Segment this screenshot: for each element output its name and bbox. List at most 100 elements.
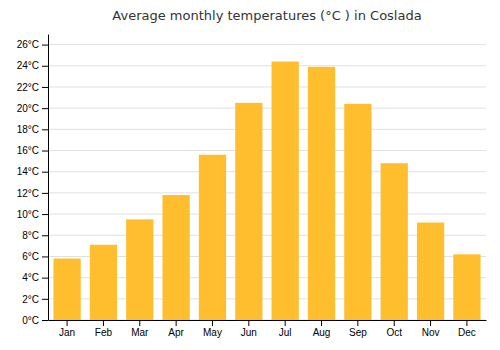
y-tick-mark — [42, 320, 48, 321]
y-tick-mark — [42, 193, 48, 194]
grid-line — [48, 171, 486, 172]
grid-line — [48, 44, 486, 45]
bar — [199, 155, 226, 320]
y-tick: 4°C — [22, 272, 48, 283]
x-tick-mark — [321, 320, 322, 326]
x-tick: Aug — [313, 320, 331, 338]
grid-line — [48, 86, 486, 87]
x-tick-mark — [394, 320, 395, 326]
chart: 0°C 2°C 4°C 6°C 8°C 10°C 12°C 14°C 16°C 18°C 20°C 2… — [0, 0, 500, 350]
y-axis: 0°C 2°C 4°C 6°C 8°C 10°C 12°C 14°C 16°C 18°C 20°C 2… — [17, 35, 49, 326]
y-tick-label: 18°C — [17, 124, 39, 135]
x-tick-mark — [212, 320, 213, 326]
y-tick-mark — [42, 214, 48, 215]
y-tick-label: 20°C — [17, 103, 39, 114]
grid-line — [48, 150, 486, 151]
grid-line — [48, 214, 486, 215]
grid-line — [48, 129, 486, 130]
x-tick: Jul — [279, 320, 292, 338]
y-tick-label: 16°C — [17, 145, 39, 156]
y-tick-mark — [42, 108, 48, 109]
x-axis-line — [49, 320, 487, 321]
x-tick-mark — [139, 320, 140, 326]
y-axis-line — [48, 35, 49, 321]
x-tick-mark — [466, 320, 467, 326]
y-tick-label: 14°C — [17, 166, 39, 177]
y-tick-mark — [42, 87, 48, 88]
y-tick: 12°C — [17, 188, 48, 199]
x-tick: Jan — [59, 320, 75, 338]
y-tick-label: 2°C — [22, 294, 39, 305]
y-tick-mark — [42, 172, 48, 173]
bar — [308, 67, 335, 320]
x-tick: Sep — [349, 320, 367, 338]
bar — [90, 245, 117, 320]
bar — [453, 254, 480, 320]
y-tick-label: 0°C — [22, 315, 39, 326]
x-tick-label: Sep — [349, 327, 367, 338]
x-tick: Feb — [95, 320, 113, 338]
y-tick-label: 10°C — [17, 209, 39, 220]
y-tick-label: 26°C — [17, 39, 39, 50]
x-tick-label: Feb — [95, 327, 113, 338]
y-tick-label: 12°C — [17, 188, 39, 199]
bars — [53, 62, 480, 320]
x-tick-label: Jan — [59, 327, 75, 338]
y-tick-mark — [42, 256, 48, 257]
x-tick: Apr — [168, 320, 184, 338]
title: Average monthly temperatures (°C ) in Co… — [112, 8, 421, 23]
x-tick-label: Aug — [313, 327, 331, 338]
x-tick-label: Apr — [168, 327, 184, 338]
y-tick-label: 6°C — [22, 251, 39, 262]
y-tick: 14°C — [17, 166, 48, 177]
y-tick-mark — [42, 129, 48, 130]
bar — [235, 103, 262, 320]
y-tick-mark — [42, 235, 48, 236]
y-tick: 10°C — [17, 209, 48, 220]
y-tick-label: 22°C — [17, 82, 39, 93]
y-tick-label: 8°C — [22, 230, 39, 241]
y-tick: 24°C — [17, 60, 48, 71]
y-tick: 16°C — [17, 145, 48, 156]
y-tick: 18°C — [17, 124, 48, 135]
bar — [162, 195, 189, 320]
x-tick-mark — [285, 320, 286, 326]
grid-line — [48, 108, 486, 109]
y-tick-mark — [42, 299, 48, 300]
x-tick-label: Jul — [279, 327, 292, 338]
bar — [344, 104, 371, 320]
x-tick-label: Dec — [458, 327, 476, 338]
bar — [381, 163, 408, 320]
x-tick: Nov — [422, 320, 440, 338]
x-tick-mark — [67, 320, 68, 326]
bar — [272, 62, 299, 320]
x-axis: Jan Feb Mar Apr May Jun Jul Aug Sep Oct Nov Dec — [49, 320, 487, 338]
x-tick-mark — [248, 320, 249, 326]
x-tick-mark — [430, 320, 431, 326]
x-tick: Oct — [386, 320, 402, 338]
bar — [53, 259, 80, 320]
grid-line — [48, 65, 486, 66]
y-tick-mark — [42, 278, 48, 279]
y-tick: 2°C — [22, 294, 48, 305]
x-tick: May — [203, 320, 222, 338]
x-tick-label: May — [203, 327, 222, 338]
y-tick: 26°C — [17, 39, 48, 50]
bar — [126, 219, 153, 320]
y-tick: 8°C — [22, 230, 48, 241]
y-tick: 0°C — [22, 315, 48, 326]
x-tick-label: Oct — [386, 327, 402, 338]
y-tick-mark — [42, 66, 48, 67]
x-tick-label: Mar — [131, 327, 149, 338]
bar — [417, 223, 444, 320]
x-tick-mark — [176, 320, 177, 326]
y-tick: 22°C — [17, 82, 48, 93]
y-tick-label: 24°C — [17, 60, 39, 71]
grid-line — [48, 192, 486, 193]
y-tick-label: 4°C — [22, 272, 39, 283]
x-tick-label: Nov — [422, 327, 440, 338]
x-tick-mark — [103, 320, 104, 326]
plot: 0°C 2°C 4°C 6°C 8°C 10°C 12°C 14°C 16°C 18°C 20°C 2… — [17, 35, 487, 339]
y-tick: 20°C — [17, 103, 48, 114]
x-tick: Jun — [241, 320, 257, 338]
